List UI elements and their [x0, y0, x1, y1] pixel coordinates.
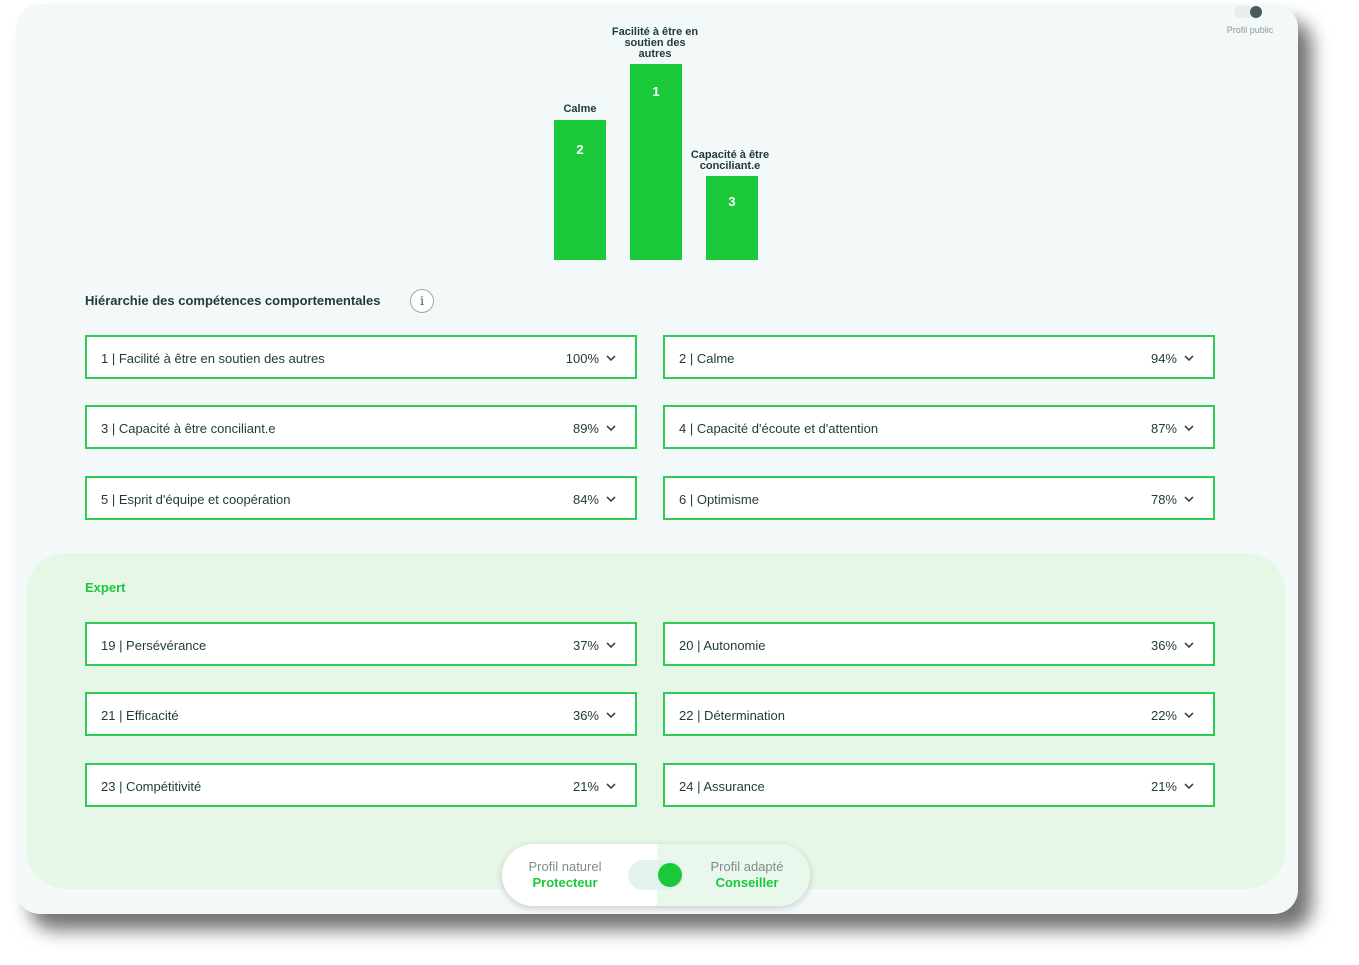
- natural-profile-title: Profil naturel: [528, 859, 602, 874]
- toggle-knob: [1250, 6, 1262, 18]
- skill-label: 5 | Esprit d'équipe et coopération: [101, 492, 291, 507]
- skill-label: 19 | Persévérance: [101, 638, 207, 653]
- podium-label-first: Facilité à être en soutien des autres: [595, 27, 715, 60]
- skill-label: 22 | Détermination: [679, 708, 785, 723]
- podium-label-third-line-1: Capacité à être: [690, 149, 770, 161]
- skill-row[interactable]: 3 | Capacité à être conciliant.e 89%: [85, 405, 637, 449]
- skill-row[interactable]: 6 | Optimisme 78%: [663, 476, 1215, 520]
- skill-percent: 89%: [572, 421, 599, 436]
- skill-row[interactable]: 23 | Compétitivité 21%: [85, 763, 637, 807]
- podium-bar-second: 2: [554, 120, 606, 260]
- skill-row[interactable]: 20 | Autonomie 36%: [663, 622, 1215, 666]
- chevron-down-icon: [1184, 783, 1194, 790]
- podium-bar-third: 3: [706, 176, 758, 260]
- skill-label: 24 | Assurance: [679, 779, 765, 794]
- podium-label-third: Capacité à être conciliant.e: [675, 150, 785, 172]
- podium-label-second: Calme: [563, 103, 597, 115]
- skill-label: 4 | Capacité d'écoute et d'attention: [679, 421, 879, 436]
- hierarchy-title: Hiérarchie des compétences comportementa…: [85, 293, 381, 308]
- adapted-profile[interactable]: Profil adapté Conseiller: [692, 859, 802, 891]
- chevron-down-icon: [1184, 355, 1194, 362]
- public-profile-toggle[interactable]: [1234, 6, 1262, 18]
- chevron-down-icon: [606, 496, 616, 503]
- natural-profile-value: Protecteur: [532, 875, 598, 890]
- adapted-profile-value: Conseiller: [715, 875, 779, 890]
- chevron-down-icon: [1184, 425, 1194, 432]
- skill-row[interactable]: 5 | Esprit d'équipe et coopération 84%: [85, 476, 637, 520]
- podium-chart: Calme 2 Facilité à être en soutien des a…: [0, 0, 1359, 270]
- skill-percent: 21%: [572, 779, 599, 794]
- skill-label: 2 | Calme: [679, 351, 735, 366]
- chevron-down-icon: [606, 712, 616, 719]
- natural-profile[interactable]: Profil naturel Protecteur: [510, 859, 620, 891]
- skill-label: 1 | Facilité à être en soutien des autre…: [101, 351, 325, 366]
- skill-percent: 36%: [1150, 638, 1177, 653]
- podium-label-first-line-1: Facilité à être en: [611, 26, 699, 38]
- chevron-down-icon: [606, 642, 616, 649]
- skill-row[interactable]: 22 | Détermination 22%: [663, 692, 1215, 736]
- profile-switch[interactable]: Profil naturel Protecteur Profil adapté …: [502, 844, 810, 906]
- podium-label-first-line-2: soutien des: [624, 37, 686, 49]
- podium-bar-first: 1: [630, 64, 682, 260]
- skill-row[interactable]: 2 | Calme 94%: [663, 335, 1215, 379]
- skill-row[interactable]: 4 | Capacité d'écoute et d'attention 87%: [663, 405, 1215, 449]
- skill-percent: 22%: [1150, 708, 1177, 723]
- skill-label: 3 | Capacité à être conciliant.e: [101, 421, 276, 436]
- public-profile-label: Profil public: [1226, 25, 1274, 35]
- skill-percent: 100%: [565, 351, 599, 366]
- chevron-down-icon: [1184, 642, 1194, 649]
- podium-rank-first: 1: [652, 84, 660, 99]
- skill-percent: 94%: [1150, 351, 1177, 366]
- expert-title: Expert: [85, 580, 126, 595]
- profile-toggle[interactable]: [628, 860, 684, 890]
- skill-percent: 21%: [1150, 779, 1177, 794]
- skill-row[interactable]: 19 | Persévérance 37%: [85, 622, 637, 666]
- skill-label: 23 | Compétitivité: [101, 779, 202, 794]
- chevron-down-icon: [1184, 712, 1194, 719]
- skill-row[interactable]: 24 | Assurance 21%: [663, 763, 1215, 807]
- info-icon[interactable]: i: [410, 289, 434, 313]
- skill-percent: 36%: [572, 708, 599, 723]
- podium-label-first-line-3: autres: [638, 48, 672, 60]
- skill-percent: 84%: [572, 492, 599, 507]
- chevron-down-icon: [606, 783, 616, 790]
- chevron-down-icon: [1184, 496, 1194, 503]
- podium-rank-third: 3: [728, 194, 736, 209]
- skill-percent: 87%: [1150, 421, 1177, 436]
- skill-label: 20 | Autonomie: [679, 638, 766, 653]
- podium-label-third-line-2: conciliant.e: [699, 160, 761, 172]
- chevron-down-icon: [606, 355, 616, 362]
- skill-label: 6 | Optimisme: [679, 492, 759, 507]
- chevron-down-icon: [606, 425, 616, 432]
- adapted-profile-title: Profil adapté: [710, 859, 784, 874]
- skill-row[interactable]: 1 | Facilité à être en soutien des autre…: [85, 335, 637, 379]
- skill-row[interactable]: 21 | Efficacité 36%: [85, 692, 637, 736]
- toggle-knob: [658, 863, 682, 887]
- podium-rank-second: 2: [576, 142, 584, 157]
- skill-percent: 78%: [1150, 492, 1177, 507]
- skill-label: 21 | Efficacité: [101, 708, 179, 723]
- skill-percent: 37%: [572, 638, 599, 653]
